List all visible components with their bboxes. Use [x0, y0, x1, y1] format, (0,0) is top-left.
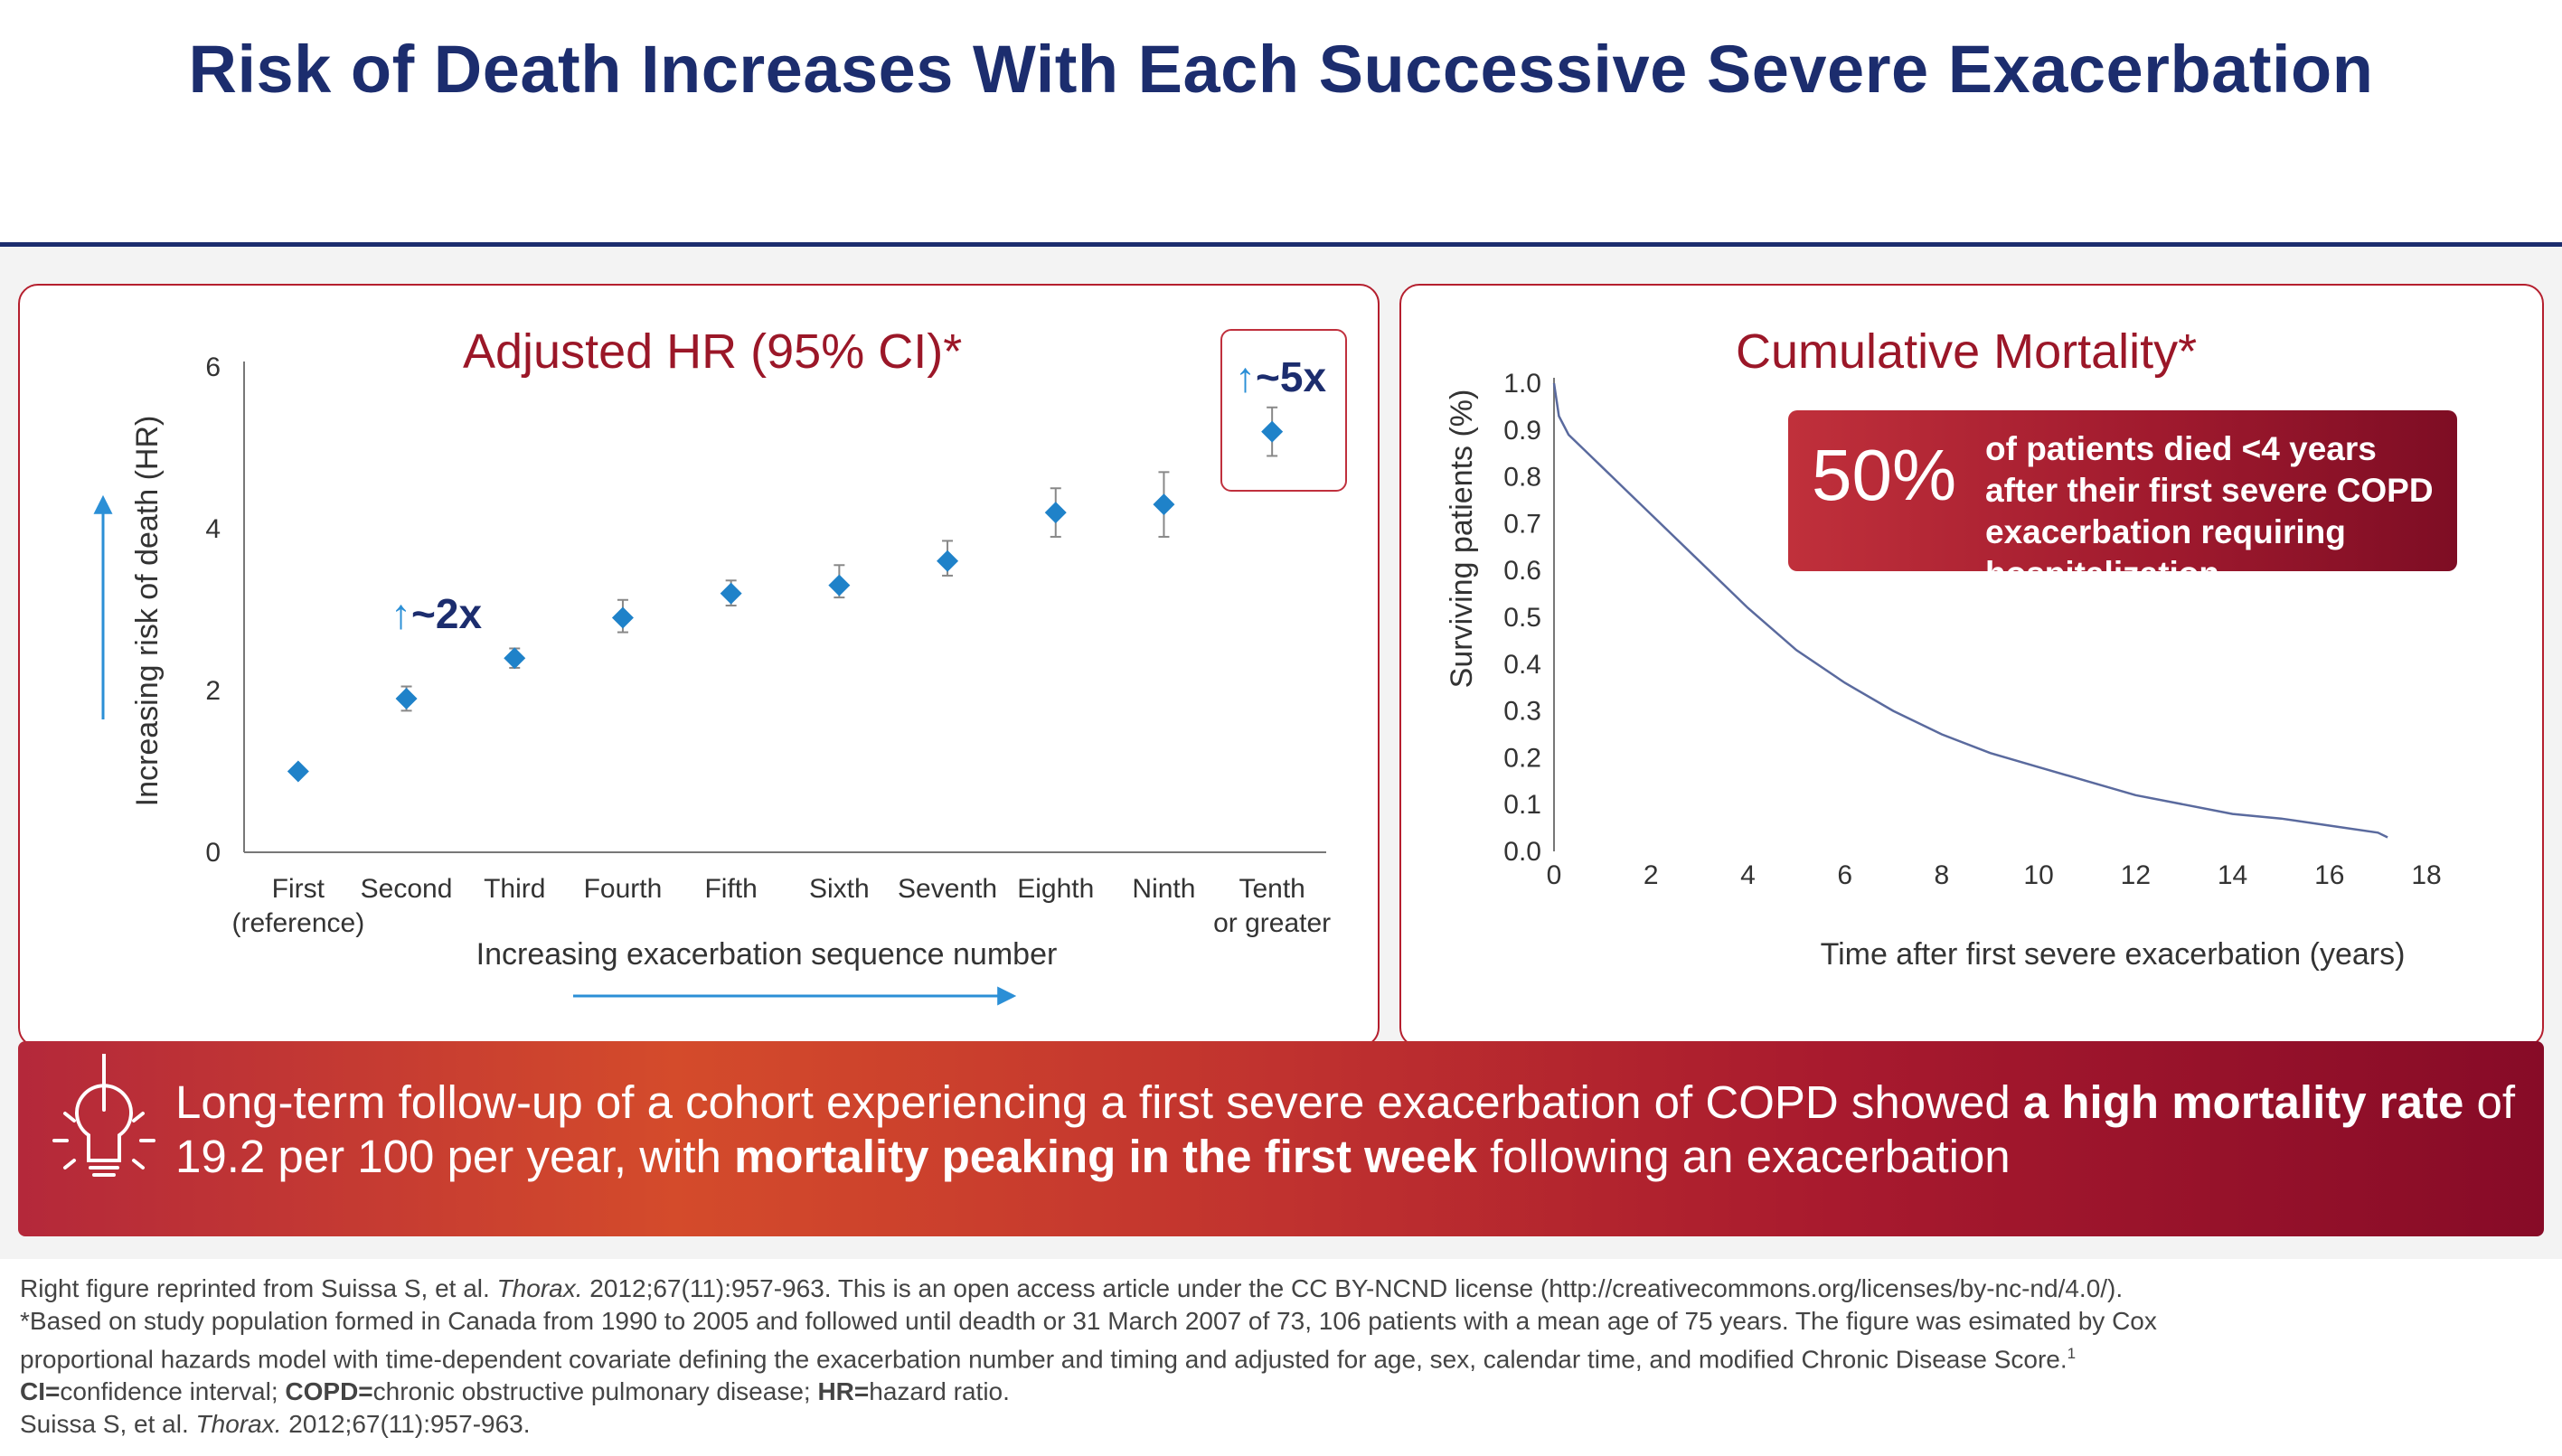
x-tick-label: or greater: [1213, 908, 1331, 938]
survival-curve: [1552, 382, 2388, 839]
x-tick-label: 12: [2121, 860, 2151, 890]
y-axis-label: Surviving patients (%): [1445, 390, 1479, 689]
stat-description: of patients died <4 years after their fi…: [1985, 430, 2434, 592]
footnote-abbreviations: CI=confidence interval; COPD=chronic obs…: [20, 1376, 2542, 1408]
y-tick-label: 0.6: [1503, 556, 1541, 586]
x-tick-label: Second: [361, 874, 453, 904]
title-divider: [0, 242, 2562, 247]
hr-data-point: [1261, 420, 1284, 443]
y-axis-label: Increasing risk of death (HR): [130, 416, 165, 807]
hr-data-point: [287, 760, 309, 783]
y-tick-label: 0.1: [1503, 790, 1541, 820]
y-tick-label: 0.8: [1503, 463, 1541, 493]
x-tick-label: Fifth: [704, 874, 757, 904]
summary-emphasis: a high mortality rate: [2022, 1076, 2464, 1128]
footnote-method: proportional hazards model with time-dep…: [20, 1338, 2542, 1376]
abbrev-def: confidence interval;: [60, 1377, 286, 1406]
five-x-annotation: ↑~5x: [1235, 352, 1326, 401]
summary-text: Long-term follow-up of a cohort experien…: [175, 1076, 2526, 1184]
hr-chart: 0 2 4 6 First (reference) Second Third Fourth Fif…: [93, 352, 1331, 1006]
footnote-reference: Suissa S, et al. Thorax. 2012;67(11):957…: [20, 1408, 2542, 1441]
y-tick-label: 1.0: [1503, 369, 1541, 399]
footnote-ref: 1: [2067, 1345, 2077, 1362]
y-tick-label: 0.3: [1503, 697, 1541, 727]
five-x-label: ~5x: [1256, 353, 1327, 400]
x-tick-label: Fourth: [584, 874, 663, 904]
y-tick-label: 6: [205, 352, 221, 382]
x-axis-label: Time after first severe exacerbation (ye…: [1821, 937, 2406, 972]
abbrev-term: COPD=: [285, 1377, 373, 1406]
journal-name: Thorax.: [496, 1274, 583, 1302]
page-title: Risk of Death Increases With Each Succes…: [188, 32, 2374, 107]
hr-data-point: [504, 647, 526, 670]
up-arrow-icon: ↑: [391, 590, 411, 637]
footnote-source: Right figure reprinted from Suissa S, et…: [20, 1273, 2542, 1305]
hr-data-point: [1044, 502, 1067, 524]
x-axis-label: Increasing exacerbation sequence number: [476, 937, 1058, 972]
footnotes: Right figure reprinted from Suissa S, et…: [20, 1273, 2542, 1441]
journal-name: Thorax.: [195, 1410, 282, 1439]
hr-data-point: [395, 687, 418, 709]
y-tick-label: 0.9: [1503, 416, 1541, 446]
hr-chart-title: Adjusted HR (95% CI)*: [463, 324, 963, 379]
footnote-text: Suissa S, et al.: [20, 1410, 196, 1439]
y-tick-label: 0.5: [1503, 603, 1541, 633]
y-tick-label: 0.0: [1503, 837, 1541, 867]
y-tick-label: 0.7: [1503, 509, 1541, 539]
abbrev-def: hazard ratio.: [869, 1377, 1010, 1406]
x-tick-label: 2: [1644, 860, 1659, 890]
x-tick-label: 18: [2411, 860, 2441, 890]
two-x-annotation: ↑~2x: [391, 589, 482, 638]
hr-data-point: [1153, 493, 1175, 516]
stat-percentage: 50%: [1812, 435, 1957, 515]
up-arrow-icon: ↑: [1235, 353, 1256, 400]
footnote-text: 2012;67(11):957-963.: [281, 1410, 531, 1439]
mortality-chart-panel: Cumulative Mortality* 0.0 0.1 0.2 0.3 0.4 0.5…: [1399, 284, 2544, 1047]
x-tick-label: 6: [1837, 860, 1852, 890]
five-x-callout-box: [1220, 329, 1347, 492]
mortality-chart: 0.0 0.1 0.2 0.3 0.4 0.5 0.6 0.7 0.8 0.9 1.0 0 2 4 6 8 10…: [1445, 369, 2442, 972]
abbrev-def: chronic obstructive pulmonary disease;: [372, 1377, 818, 1406]
mortality-stat-callout: 50% of patients died <4 years after thei…: [1788, 410, 2457, 592]
x-tick-label: Eighth: [1017, 874, 1094, 904]
abbrev-term: HR=: [817, 1377, 870, 1406]
lightbulb-icon: [52, 1054, 155, 1177]
x-tick-label: 10: [2023, 860, 2053, 890]
footnote-study: *Based on study population formed in Can…: [20, 1307, 2157, 1335]
y-tick-label: 0.2: [1503, 743, 1541, 773]
x-tick-label: 8: [1935, 860, 1950, 890]
footnote-text: Right figure reprinted from Suissa S, et…: [20, 1274, 497, 1302]
y-tick-label: 0.4: [1503, 650, 1541, 680]
x-tick-label: 14: [2218, 860, 2247, 890]
footnote-text: 2012;67(11):957-963. This is an open acc…: [582, 1274, 2124, 1302]
hr-data-point: [611, 606, 634, 629]
footnote-text: proportional hazards model with time-dep…: [20, 1345, 2067, 1374]
x-tick-label: Seventh: [898, 874, 997, 904]
x-tick-label: First: [272, 874, 325, 904]
hr-chart-panel: Adjusted HR (95% CI)* 0 2 4 6 First (referenc…: [18, 284, 1380, 1047]
abbrev-term: CI=: [20, 1377, 61, 1406]
y-tick-label: 4: [205, 514, 221, 544]
x-tick-label: Ninth: [1132, 874, 1195, 904]
two-x-label: ~2x: [411, 590, 483, 637]
summary-emphasis: mortality peaking in the first week: [734, 1131, 1477, 1182]
x-tick-label: (reference): [231, 908, 364, 938]
hr-data-point: [937, 550, 959, 572]
summary-text-part: of 19.2 per 100 per year, with: [175, 1076, 2516, 1182]
summary-text-part: following an exacerbation: [1476, 1131, 2011, 1182]
hr-data-point: [720, 582, 742, 605]
x-tick-label: 16: [2314, 860, 2344, 890]
x-tick-label: Sixth: [809, 874, 870, 904]
x-tick-label: 0: [1547, 860, 1562, 890]
hr-data-point: [828, 574, 851, 596]
x-tick-label: 4: [1740, 860, 1756, 890]
x-tick-label: Tenth: [1239, 874, 1305, 904]
summary-text-part: Long-term follow-up of a cohort experien…: [175, 1076, 2023, 1128]
x-tick-label: Third: [484, 874, 545, 904]
y-tick-label: 0: [205, 838, 221, 868]
summary-banner: Long-term follow-up of a cohort experien…: [18, 1041, 2544, 1236]
mortality-chart-title: Cumulative Mortality*: [1736, 324, 2198, 379]
y-tick-label: 2: [205, 676, 221, 706]
